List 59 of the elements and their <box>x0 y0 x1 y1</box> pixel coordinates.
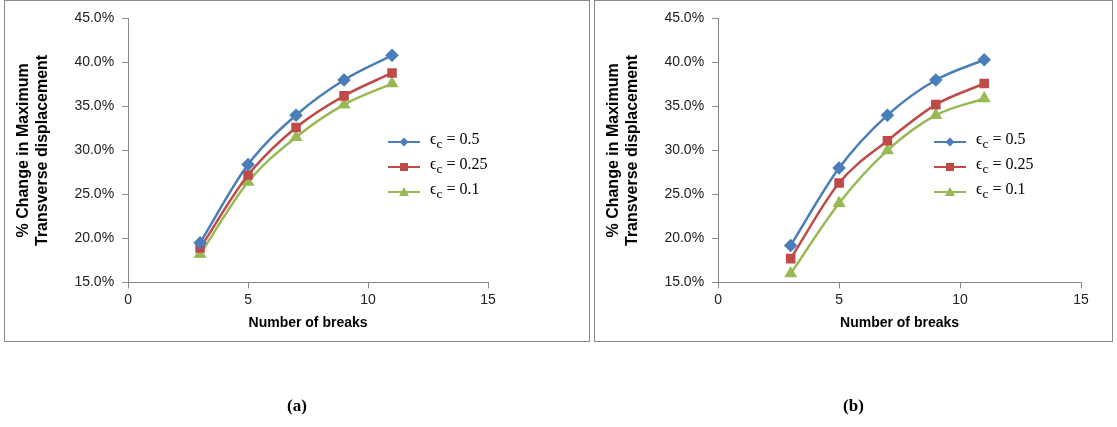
point <box>289 108 303 122</box>
point <box>929 73 943 87</box>
x-tick-label: 0 <box>714 290 723 307</box>
point <box>291 122 301 133</box>
y-tick-label: 30.0% <box>74 141 115 158</box>
y-axis-title: % Change in Maximum Transverse displacement <box>14 54 51 247</box>
y-tick-label: 30.0% <box>664 141 705 158</box>
y-tick-label: 40.0% <box>664 53 705 70</box>
legend-label: ϵ$_{c}$ = 0.1 <box>976 180 1026 203</box>
point <box>784 239 797 252</box>
x-tick-label: 15 <box>480 290 496 307</box>
point <box>978 92 990 103</box>
x-tick-label: 5 <box>244 290 253 307</box>
legend-label: ϵ$_{c}$ = 0.25 <box>976 155 1034 178</box>
x-tick-label: 0 <box>124 290 133 307</box>
point <box>785 267 797 278</box>
x-axis-title: Number of breaks <box>248 314 368 331</box>
y-tick-label: 45.0% <box>74 9 115 26</box>
y-tick-label: 35.0% <box>664 97 705 114</box>
y-tick-label: 20.0% <box>74 229 115 246</box>
point <box>339 91 349 101</box>
x-tick-label: 15 <box>1073 290 1089 307</box>
legend-label: ϵ$_{c}$ = 0.1 <box>430 180 480 203</box>
point <box>832 161 846 175</box>
point <box>979 78 990 89</box>
point <box>243 170 253 180</box>
point <box>785 253 796 264</box>
point <box>387 68 397 78</box>
point <box>881 108 894 122</box>
point <box>241 158 255 171</box>
point <box>930 108 942 119</box>
y-axis-title: % Change in Maximum Transverse displacement <box>604 54 641 247</box>
point <box>834 178 844 188</box>
text: (b) <box>842 396 865 416</box>
point <box>385 49 399 62</box>
point <box>193 236 207 250</box>
y-tick-label: 25.0% <box>664 185 705 202</box>
point <box>833 196 845 207</box>
y-tick-label: 15.0% <box>74 273 115 290</box>
legend-label: ϵ$_{c}$ = 0.5 <box>430 130 480 153</box>
point <box>337 73 351 87</box>
point <box>977 53 991 67</box>
point <box>881 144 894 155</box>
y-tick-label: 40.0% <box>74 53 115 70</box>
y-tick-label: 35.0% <box>74 97 115 114</box>
x-tick-label: 10 <box>360 290 377 307</box>
text: (a) <box>286 396 308 416</box>
y-tick-label: 45.0% <box>664 9 705 26</box>
x-axis-title: Number of breaks <box>840 314 960 331</box>
y-tick-label: 20.0% <box>664 229 705 246</box>
legend-label: ϵ$_{c}$ = 0.25 <box>430 155 488 178</box>
y-tick-label: 15.0% <box>664 273 705 290</box>
point <box>386 77 398 88</box>
y-tick-label: 25.0% <box>74 185 115 202</box>
point <box>882 135 893 146</box>
x-tick-label: 10 <box>952 290 969 307</box>
point <box>931 99 941 110</box>
x-tick-label: 5 <box>835 290 844 307</box>
legend-label: ϵ$_{c}$ = 0.5 <box>976 130 1026 153</box>
